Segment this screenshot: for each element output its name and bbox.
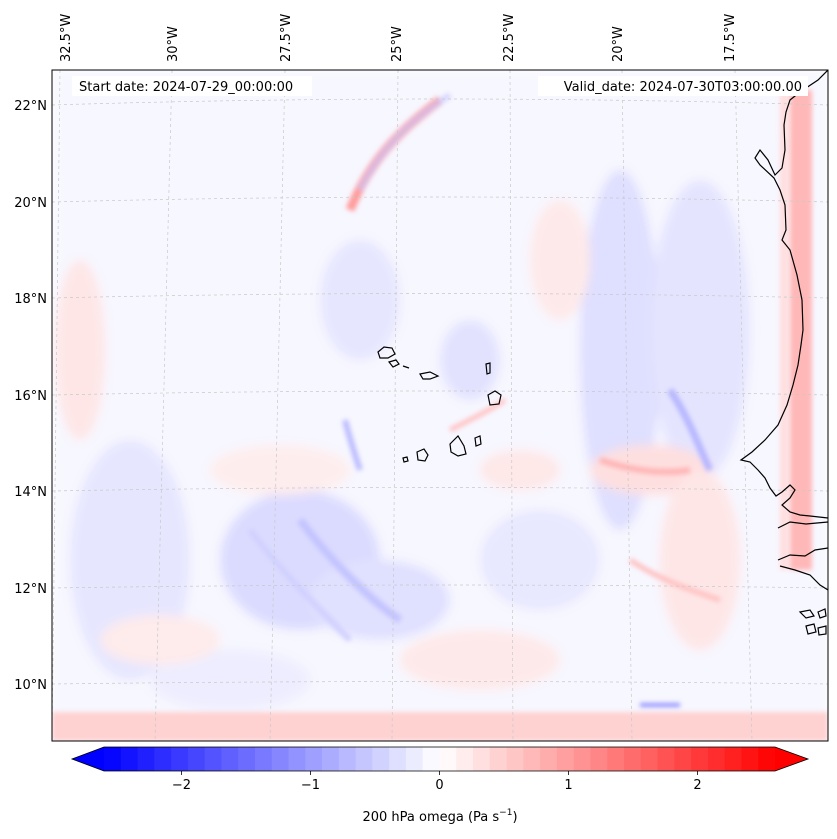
colorbar-band xyxy=(590,747,608,771)
colorbar-band xyxy=(607,747,625,771)
colorbar-tick-label-1: 1 xyxy=(564,778,572,793)
colorbar-low-extend xyxy=(72,747,104,771)
colorbar: −2 −1 0 1 2 200 hPa omega (Pa s−1) xyxy=(70,746,810,825)
lat-label-16n: 16°N xyxy=(14,389,47,404)
colorbar-band xyxy=(439,747,457,771)
lon-label-27-5w: 27.5°W xyxy=(279,14,294,62)
map-panel xyxy=(52,70,828,741)
lon-label-17-5w: 17.5°W xyxy=(723,14,738,62)
colorbar-band xyxy=(338,747,357,771)
african-coastline xyxy=(739,70,828,636)
lon-label-32-5w: 32.5°W xyxy=(59,14,74,62)
colorbar-label-main: 200 hPa omega (Pa s xyxy=(362,810,499,825)
colorbar-band xyxy=(556,747,575,771)
cape-verde-islands xyxy=(377,346,502,463)
colorbar-band xyxy=(506,747,524,771)
colorbar-band xyxy=(288,747,306,771)
colorbar-band xyxy=(422,747,441,771)
colorbar-band xyxy=(691,747,709,771)
colorbar-band xyxy=(137,747,155,771)
colorbar-band xyxy=(624,747,642,771)
colorbar-band xyxy=(456,747,474,771)
colorbar-band xyxy=(104,747,122,771)
colorbar-band xyxy=(322,747,340,771)
lat-label-18n: 18°N xyxy=(14,292,47,307)
map-frame xyxy=(51,69,829,742)
colorbar-tick-label-neg1: −1 xyxy=(301,778,320,793)
start-date-label: Start date: 2024-07-29_00:00:00 xyxy=(79,80,293,95)
colorbar-band xyxy=(674,747,692,771)
colorbar-bands xyxy=(104,747,776,771)
colorbar-band xyxy=(489,747,508,771)
lat-label-20n: 20°N xyxy=(14,196,47,211)
colorbar-band xyxy=(640,747,659,771)
colorbar-band xyxy=(573,747,592,771)
lon-label-22-5w: 22.5°W xyxy=(502,14,517,62)
colorbar-band xyxy=(187,747,206,771)
colorbar-ticks xyxy=(181,771,698,775)
colorbar-band xyxy=(271,747,290,771)
valid-date-box xyxy=(538,76,808,96)
colorbar-outline xyxy=(70,746,810,772)
valid-date-label: Valid_date: 2024-07-30T03:00:00.00 xyxy=(564,80,802,95)
colorbar-band xyxy=(724,747,743,771)
colorbar-band xyxy=(389,747,407,771)
start-date-box xyxy=(72,76,312,96)
colorbar-band xyxy=(741,747,759,771)
colorbar-band xyxy=(154,747,172,771)
lon-label-25w: 25°W xyxy=(390,26,405,62)
colorbar-label-close: ) xyxy=(512,810,517,825)
omega-bands xyxy=(52,90,828,741)
colorbar-high-extend xyxy=(775,747,808,771)
colorbar-band xyxy=(355,747,374,771)
colorbar-label-exponent: −1 xyxy=(499,808,512,818)
colorbar-band xyxy=(204,747,223,771)
gridlines xyxy=(52,70,828,741)
colorbar-band xyxy=(540,747,558,771)
lat-label-12n: 12°N xyxy=(14,582,47,597)
colorbar-tick-label-neg2: −2 xyxy=(172,778,191,793)
colorbar-label: 200 hPa omega (Pa s−1) xyxy=(362,808,517,825)
colorbar-band xyxy=(221,747,239,771)
colorbar-band xyxy=(372,747,390,771)
lat-label-10n: 10°N xyxy=(14,678,47,693)
longitude-labels: 32.5°W 30°W 27.5°W 25°W 22.5°W 20°W 17.5… xyxy=(59,14,738,62)
lat-label-22n: 22°N xyxy=(14,99,47,114)
colorbar-band xyxy=(523,747,541,771)
colorbar-band xyxy=(238,747,256,771)
colorbar-band xyxy=(657,747,675,771)
colorbar-band xyxy=(758,747,776,771)
colorbar-band xyxy=(405,747,424,771)
colorbar-tick-label-2: 2 xyxy=(693,778,701,793)
colorbar-band xyxy=(473,747,491,771)
colorbar-band xyxy=(120,747,139,771)
latitude-labels: 22°N 20°N 18°N 16°N 14°N 12°N 10°N xyxy=(14,99,47,693)
colorbar-band xyxy=(305,747,323,771)
colorbar-tick-label-0: 0 xyxy=(435,778,443,793)
colorbar-band xyxy=(707,747,726,771)
colorbar-band xyxy=(171,747,189,771)
colorbar-band xyxy=(254,747,273,771)
lon-label-30w: 30°W xyxy=(166,26,181,62)
lat-label-14n: 14°N xyxy=(14,485,47,500)
omega-field xyxy=(52,70,828,741)
lon-label-20w: 20°W xyxy=(611,26,626,62)
